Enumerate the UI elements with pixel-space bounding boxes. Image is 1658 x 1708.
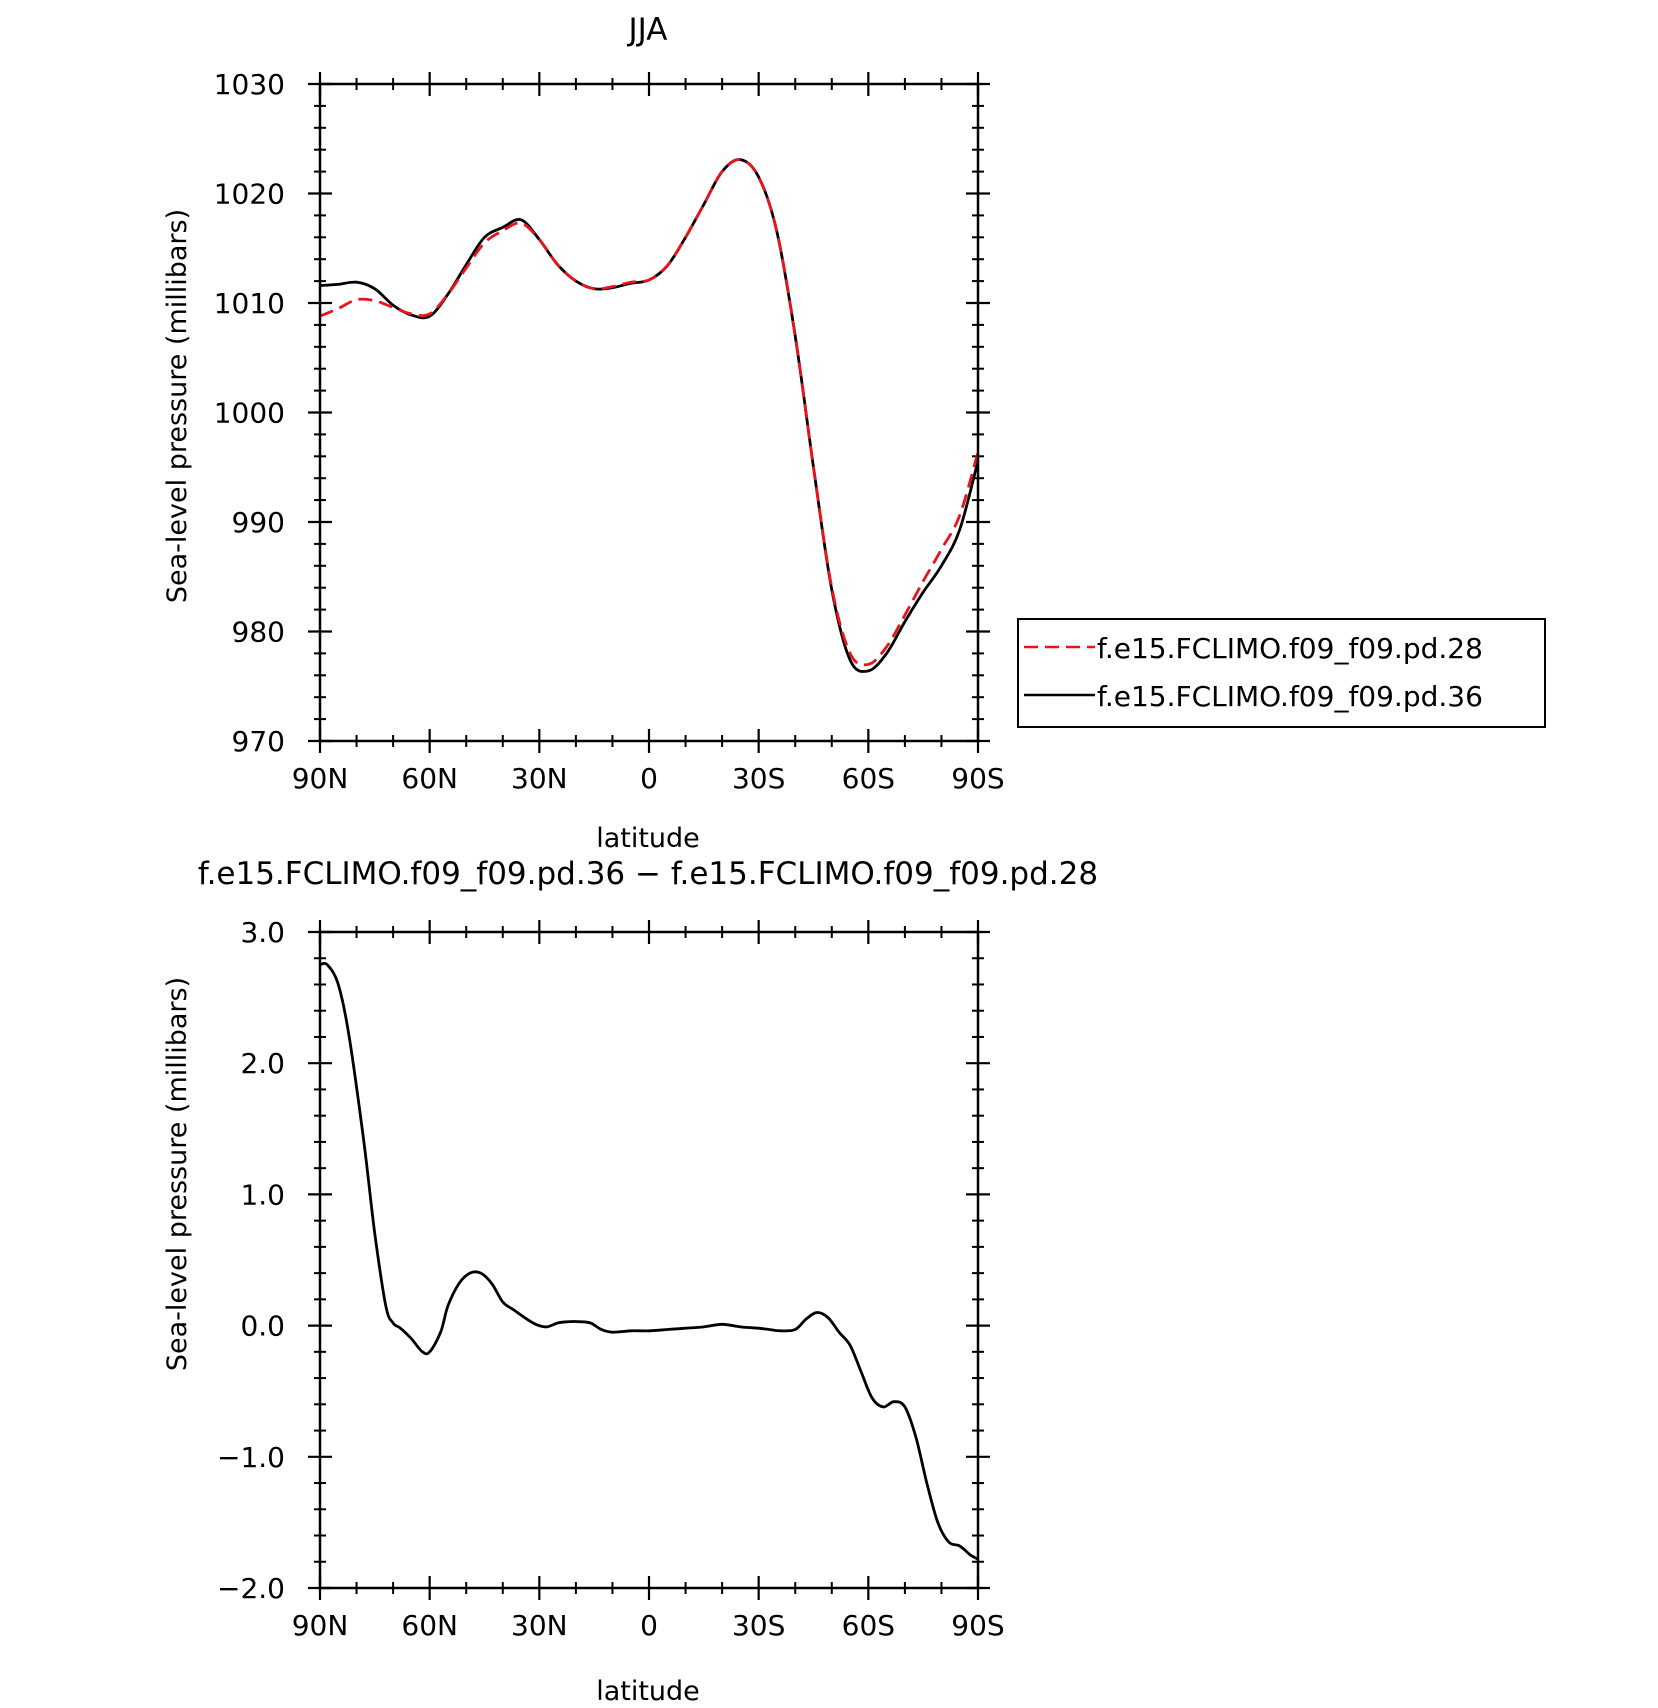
y-tick-label: 2.0 bbox=[240, 1047, 285, 1080]
bottom-panel-ticks bbox=[308, 920, 990, 1600]
series-line-1-0 bbox=[319, 961, 979, 1561]
legend-box bbox=[1017, 618, 1546, 728]
top-panel: JJA 90N 60N 30N 0 30S 60S 90S 970 980 990 1000 1010… bbox=[162, 12, 1546, 854]
top-panel-title: JJA bbox=[627, 12, 668, 48]
y-tick-label: 3.0 bbox=[240, 916, 285, 949]
bottom-panel-x-axis-label: latitude bbox=[596, 1676, 700, 1707]
y-tick-label: 0.0 bbox=[240, 1310, 285, 1343]
legend: f.e15.FCLIMO.f09_f09.pd.28 f.e15.FCLIMO.… bbox=[1017, 618, 1546, 728]
x-tick-label: 60N bbox=[401, 1609, 458, 1642]
bottom-panel-tick-labels: 90N 60N 30N 0 30S 60S 90S −2.0 −1.0 0.0 1.0 2.0 3.0 bbox=[217, 916, 1005, 1642]
x-tick-label: 30S bbox=[732, 762, 785, 795]
x-tick-label: 30S bbox=[732, 1609, 785, 1642]
legend-entry-pd36: f.e15.FCLIMO.f09_f09.pd.36 bbox=[1097, 680, 1483, 713]
series-line-0-1 bbox=[319, 158, 980, 673]
x-tick-label: 60S bbox=[842, 1609, 895, 1642]
y-tick-label: 1030 bbox=[214, 68, 285, 101]
x-tick-label: 90N bbox=[292, 1609, 349, 1642]
y-tick-label: 1010 bbox=[214, 287, 285, 320]
top-panel-series bbox=[319, 158, 980, 673]
top-panel-y-axis-label: Sea-level pressure (millibars) bbox=[162, 209, 193, 603]
y-tick-label: 980 bbox=[232, 616, 285, 649]
x-tick-label: 0 bbox=[640, 762, 658, 795]
x-tick-label: 30N bbox=[511, 1609, 568, 1642]
x-tick-label: 90N bbox=[292, 762, 349, 795]
legend-entry-pd28: f.e15.FCLIMO.f09_f09.pd.28 bbox=[1097, 632, 1483, 665]
y-tick-label: 1000 bbox=[214, 397, 285, 430]
x-tick-label: 60N bbox=[401, 762, 458, 795]
y-tick-label: 990 bbox=[232, 506, 285, 539]
y-tick-label: −2.0 bbox=[217, 1572, 285, 1605]
x-tick-label: 0 bbox=[640, 1609, 658, 1642]
top-panel-frame bbox=[318, 82, 980, 743]
series-line-0-0 bbox=[319, 158, 980, 667]
bottom-panel-title: f.e15.FCLIMO.f09_f09.pd.36 − f.e15.FCLIM… bbox=[198, 856, 1098, 892]
y-tick-label: 1020 bbox=[214, 178, 285, 211]
x-tick-label: 30N bbox=[511, 762, 568, 795]
bottom-panel-series bbox=[319, 961, 979, 1561]
x-tick-label: 90S bbox=[951, 1609, 1004, 1642]
x-tick-label: 90S bbox=[951, 762, 1004, 795]
y-tick-label: 1.0 bbox=[240, 1178, 285, 1211]
y-tick-label: 970 bbox=[232, 725, 285, 758]
bottom-panel-frame bbox=[318, 930, 980, 1590]
x-tick-label: 60S bbox=[842, 762, 895, 795]
top-panel-x-axis-label: latitude bbox=[596, 823, 700, 854]
top-panel-tick-labels: 90N 60N 30N 0 30S 60S 90S 970 980 990 1000 1010 1020… bbox=[214, 68, 1005, 795]
y-tick-label: −1.0 bbox=[217, 1441, 285, 1474]
bottom-panel-y-axis-label: Sea-level pressure (millibars) bbox=[162, 977, 193, 1371]
bottom-panel: f.e15.FCLIMO.f09_f09.pd.36 − f.e15.FCLIM… bbox=[162, 856, 1098, 1707]
